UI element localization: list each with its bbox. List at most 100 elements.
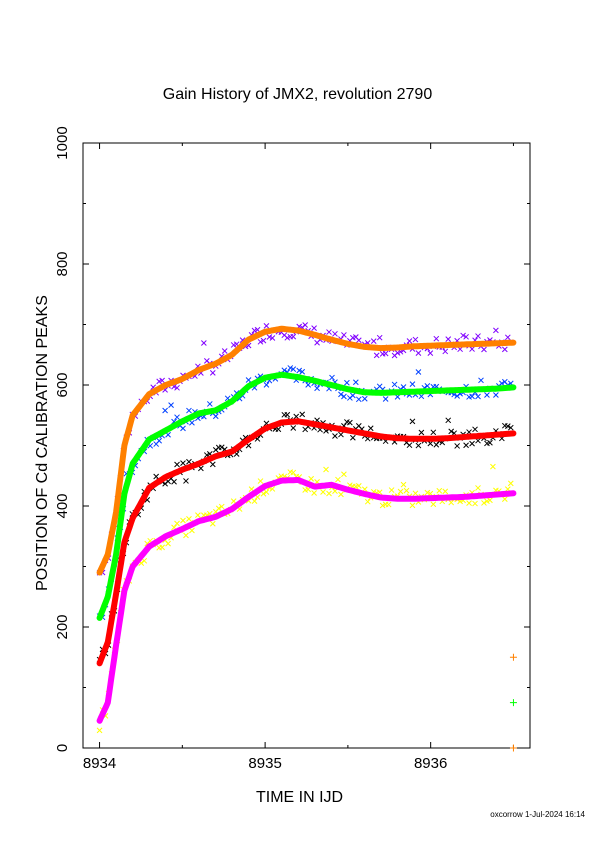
scatter-point-series-1 — [418, 393, 425, 400]
scatter-point-series-3 — [400, 481, 407, 488]
scatter-point-series-0 — [201, 340, 207, 346]
scatter-point-series-3 — [209, 520, 216, 527]
scatter-point-series-3 — [174, 520, 180, 527]
scatter-point-series-0 — [382, 350, 389, 357]
scatter-point-series-2 — [174, 461, 180, 468]
scatter-point-series-3 — [260, 490, 267, 497]
y-tick-label: 0 — [54, 744, 71, 752]
scatter-point-series-0 — [355, 337, 362, 344]
scatter-point-series-3 — [311, 490, 317, 496]
scatter-point-series-0 — [326, 329, 332, 335]
scatter-point-series-3 — [487, 497, 493, 504]
scatter-point-series-3 — [96, 727, 103, 734]
scatter-point-series-3 — [257, 478, 264, 484]
scatter-point-series-2 — [445, 417, 452, 424]
scatter-point-series-3 — [186, 516, 192, 522]
scatter-point-series-3 — [475, 485, 481, 491]
scatter-point-series-1 — [206, 401, 213, 407]
scatter-point-series-3 — [409, 502, 416, 509]
y-tick-label: 1000 — [54, 126, 71, 159]
scatter-point-series-3 — [397, 488, 404, 495]
scatter-point-series-1 — [212, 413, 219, 420]
scatter-point-series-2 — [171, 478, 177, 485]
scatter-point-series-2 — [415, 442, 422, 449]
scatter-point-series-1 — [314, 385, 320, 392]
scatter-point-series-1 — [186, 407, 192, 414]
scatter-point-series-3 — [403, 487, 410, 494]
scatter-point-series-0 — [415, 350, 422, 357]
scatter-point-series-3 — [159, 544, 165, 551]
scatter-point-series-2 — [448, 428, 455, 435]
scatter-point-series-1 — [499, 380, 505, 387]
scatter-point-series-0 — [290, 333, 297, 340]
scatter-point-series-2 — [463, 442, 469, 449]
scatter-point-series-1 — [299, 368, 306, 375]
scatter-point-series-1 — [484, 392, 490, 398]
scatter-point-series-0 — [445, 336, 452, 342]
scatter-point-series-0 — [376, 334, 383, 341]
footer-credit: oxcorrow 1-Jul-2024 16:14 — [490, 810, 585, 819]
scatter-point-series-3 — [215, 505, 222, 512]
scatter-point-series-0 — [341, 332, 347, 338]
scatter-point-series-1 — [469, 393, 475, 400]
scatter-point-series-1 — [189, 419, 195, 426]
plus-marker-1 — [509, 699, 517, 707]
scatter-point-series-2 — [299, 411, 306, 418]
scatter-point-series-1 — [382, 396, 389, 402]
scatter-point-series-2 — [347, 419, 353, 426]
scatter-point-series-2 — [427, 440, 434, 447]
scatter-point-series-2 — [409, 418, 416, 425]
scatter-point-series-0 — [493, 327, 499, 334]
scatter-point-series-1 — [493, 392, 499, 398]
scatter-point-series-2 — [198, 465, 204, 472]
scatter-point-series-3 — [442, 488, 449, 495]
plus-marker-0 — [509, 653, 517, 661]
scatter-point-series-0 — [412, 336, 419, 343]
scatter-point-series-0 — [501, 346, 508, 353]
scatter-point-series-3 — [218, 503, 225, 510]
scatter-point-series-3 — [335, 476, 341, 483]
y-tick-label: 600 — [54, 372, 71, 397]
scatter-point-series-2 — [218, 444, 225, 451]
scatter-point-series-2 — [504, 423, 511, 430]
scatter-point-series-2 — [284, 411, 291, 418]
scatter-point-series-3 — [430, 501, 437, 508]
scatter-point-series-2 — [367, 425, 374, 432]
scatter-point-series-1 — [156, 437, 163, 444]
scatter-point-series-3 — [466, 500, 472, 506]
scatter-point-series-1 — [415, 369, 422, 375]
scatter-point-series-1 — [341, 393, 347, 400]
scatter-point-series-0 — [209, 370, 216, 376]
scatter-point-series-0 — [463, 333, 469, 340]
scatter-point-series-0 — [263, 323, 270, 329]
scatter-point-series-3 — [364, 498, 371, 505]
y-tick-label: 400 — [54, 493, 71, 518]
scatter-point-series-3 — [323, 466, 329, 473]
x-tick-label: 8936 — [414, 755, 447, 772]
series-line-3 — [96, 477, 517, 724]
scatter-point-series-1 — [305, 382, 312, 388]
scatter-point-series-0 — [269, 335, 276, 341]
scatter-point-series-2 — [275, 426, 282, 433]
scatter-point-series-0 — [284, 334, 291, 341]
scatter-point-series-3 — [183, 532, 189, 539]
scatter-point-series-3 — [388, 487, 395, 493]
scatter-point-series-3 — [472, 500, 478, 507]
x-axis-label: TIME IN IJD — [256, 789, 344, 806]
scatter-point-series-3 — [165, 540, 171, 547]
scatter-point-series-2 — [469, 440, 475, 447]
scatter-point-series-2 — [472, 426, 478, 433]
scatter-point-series-0 — [460, 332, 466, 339]
scatter-point-series-3 — [490, 463, 496, 470]
scatter-point-series-3 — [448, 499, 455, 506]
series-line-0 — [96, 325, 517, 576]
scatter-point-series-1 — [338, 391, 344, 398]
scatter-point-series-0 — [406, 338, 413, 344]
scatter-point-series-2 — [507, 424, 514, 431]
scatter-point-series-2 — [418, 429, 425, 436]
scatter-point-series-3 — [338, 491, 344, 498]
scatter-point-series-0 — [504, 334, 511, 341]
scatter-point-series-3 — [180, 517, 186, 524]
scatter-point-series-2 — [332, 433, 338, 439]
scatter-point-series-2 — [487, 439, 493, 446]
